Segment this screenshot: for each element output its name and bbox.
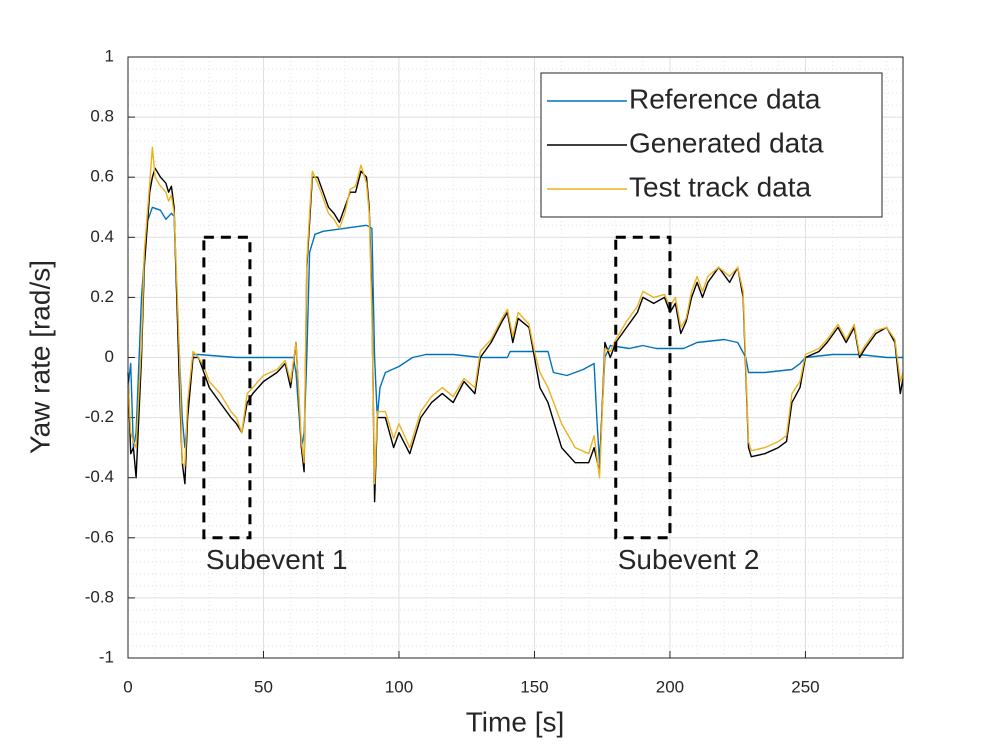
y-tick-label: -1 <box>99 647 114 666</box>
legend-label: Test track data <box>629 171 812 202</box>
y-tick-label: -0.8 <box>85 587 114 606</box>
y-tick-label: 0.4 <box>90 227 114 246</box>
y-tick-label: 0.2 <box>90 287 114 306</box>
x-tick-label: 200 <box>656 677 684 696</box>
legend-label: Reference data <box>629 83 821 114</box>
series-line <box>127 146 904 485</box>
y-tick-label: 0.6 <box>90 167 114 186</box>
y-axis-label: Yaw rate [rad/s] <box>24 260 55 454</box>
x-axis-label: Time [s] <box>466 706 565 737</box>
annotation-box <box>202 235 252 540</box>
y-tick-label: 0.8 <box>90 107 114 126</box>
plot-frame <box>127 56 904 659</box>
y-tick-label: -0.6 <box>85 527 114 546</box>
y-tick-label: 1 <box>105 46 114 65</box>
x-tick-label: 150 <box>520 677 548 696</box>
x-tick-label: 0 <box>123 677 132 696</box>
x-tick-label: 50 <box>254 677 273 696</box>
x-tick-label: 250 <box>791 677 819 696</box>
annotation-label: Subevent 1 <box>206 544 348 575</box>
x-tick-label: 100 <box>385 677 413 696</box>
annotation-label: Subevent 2 <box>618 544 760 575</box>
y-tick-label: -0.4 <box>85 467 114 486</box>
annotation-box <box>614 235 672 540</box>
y-tick-label: -0.2 <box>85 407 114 426</box>
legend-label: Generated data <box>629 127 824 158</box>
y-tick-label: 0 <box>105 347 114 366</box>
